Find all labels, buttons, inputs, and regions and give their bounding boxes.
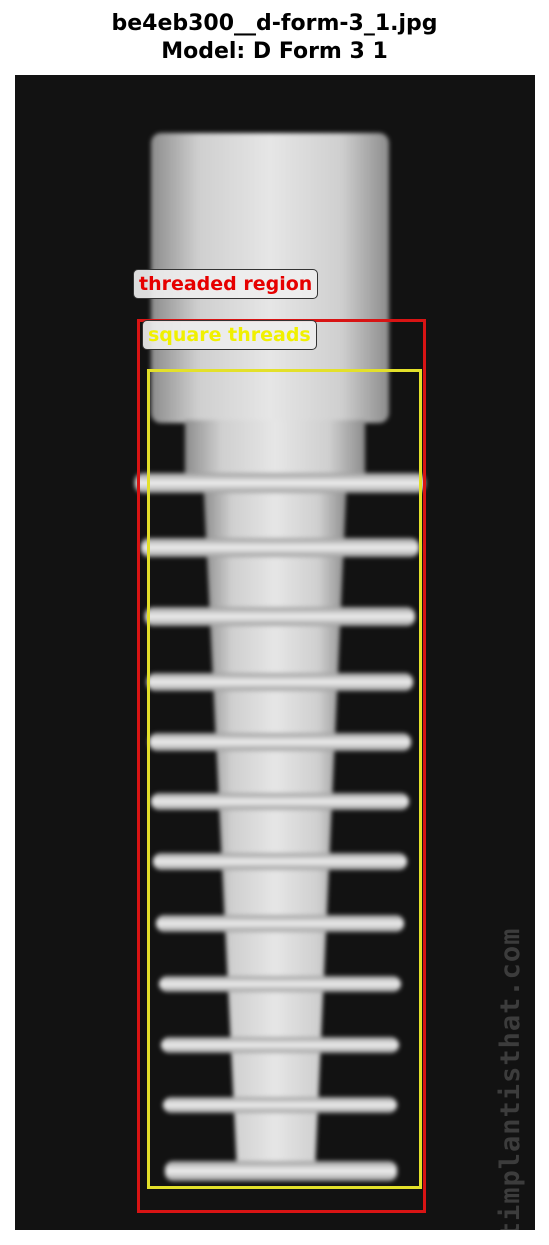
image-filename: be4eb300__d-form-3_1.jpg: [111, 11, 438, 36]
model-name: Model: D Form 3 1: [161, 39, 388, 64]
square-threads-label: square threads: [142, 320, 317, 350]
implant-xray-graphic: [15, 75, 535, 1230]
threaded-region-label: threaded region: [133, 269, 319, 299]
figure-title: be4eb300__d-form-3_1.jpg Model: D Form 3…: [0, 10, 549, 66]
watermark-text: whatimplantisthat.com: [495, 927, 526, 1230]
xray-image: whatimplantisthat.com: [15, 75, 535, 1230]
square-threads-box: [147, 369, 422, 1189]
